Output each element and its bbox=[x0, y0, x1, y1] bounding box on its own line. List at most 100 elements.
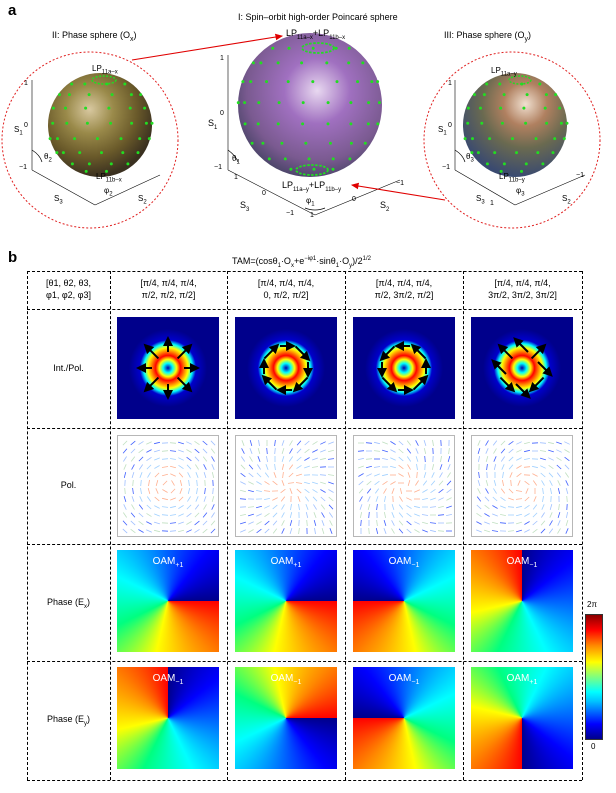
row-label-polarization: Pol. bbox=[60, 480, 77, 490]
sphere-dot bbox=[109, 162, 113, 166]
tick: 0 bbox=[24, 122, 28, 129]
tick: 0 bbox=[262, 190, 266, 197]
sphere-dot bbox=[276, 122, 280, 126]
sphere-dot bbox=[554, 93, 558, 97]
sphere-dot bbox=[257, 101, 261, 105]
sphere-dot bbox=[87, 162, 91, 166]
intensity-polarization-map bbox=[235, 317, 337, 419]
sphere-dot bbox=[524, 162, 528, 166]
sphere-dot bbox=[259, 61, 263, 65]
sphere-dot bbox=[267, 157, 271, 161]
row-label-phase-ey: Phase (Ey) bbox=[46, 714, 91, 727]
sphere-dot bbox=[366, 122, 370, 126]
sphere-dot bbox=[143, 106, 147, 110]
sphere-dot bbox=[349, 141, 353, 145]
center-south-ring bbox=[295, 164, 329, 176]
phase-ex-map bbox=[117, 550, 219, 652]
right-s2-label: S2 bbox=[562, 194, 571, 206]
sphere-dot bbox=[51, 121, 55, 125]
sphere-dot bbox=[520, 169, 523, 173]
sphere-dot bbox=[476, 151, 480, 155]
sphere-dot bbox=[138, 137, 142, 141]
sphere-dot bbox=[538, 82, 542, 86]
column-header-3: [π/4, π/4, π/4, π/2, 3π/2, π/2] bbox=[374, 278, 434, 300]
center-s3-label: S3 bbox=[240, 200, 250, 213]
sphere-dot bbox=[249, 80, 253, 84]
sphere-dot bbox=[107, 106, 111, 110]
sphere-dot bbox=[84, 106, 88, 110]
sphere-dot bbox=[348, 157, 352, 161]
phase-ex-map bbox=[471, 550, 573, 652]
sphere-dot bbox=[485, 82, 489, 86]
oam-label-ex-3: OAM−1 bbox=[388, 556, 420, 569]
sphere-dot bbox=[498, 82, 502, 86]
sphere-dot bbox=[129, 93, 133, 97]
right-dashed-circle bbox=[423, 51, 601, 229]
sphere-dot bbox=[301, 122, 305, 126]
sphere-dot bbox=[349, 101, 353, 105]
sphere-dot bbox=[541, 162, 545, 166]
center-theta-label: θ1 bbox=[232, 154, 240, 166]
sphere-dot bbox=[370, 80, 374, 84]
sphere-dot bbox=[105, 169, 108, 173]
tick: −1 bbox=[576, 172, 584, 179]
sphere-dot bbox=[276, 61, 280, 65]
sphere-dot bbox=[331, 167, 335, 171]
sphere-dot bbox=[241, 80, 245, 84]
tick: 1 bbox=[234, 174, 238, 181]
row-label-phase-ex: Phase (Ex) bbox=[46, 597, 91, 610]
oam-label-ey-1: OAM−1 bbox=[152, 673, 184, 686]
tick: 0 bbox=[448, 122, 452, 129]
tick: 1 bbox=[448, 80, 452, 87]
sphere-dot bbox=[559, 121, 563, 125]
center-axes bbox=[227, 55, 401, 216]
sphere-dot bbox=[347, 61, 351, 65]
sphere-dot bbox=[312, 167, 316, 171]
sphere-dot bbox=[70, 162, 74, 166]
sphere-dot bbox=[251, 61, 255, 65]
sphere-dot bbox=[524, 121, 528, 125]
sphere-dot bbox=[328, 141, 332, 145]
sphere-dot bbox=[243, 101, 247, 105]
sphere-dot bbox=[471, 137, 474, 141]
oam-label-ex-4: OAM−1 bbox=[506, 556, 538, 569]
center-north-label: LP11a–x+LP11b–x bbox=[286, 28, 346, 41]
polarization-map bbox=[471, 435, 573, 537]
sphere-dot bbox=[463, 137, 467, 141]
center-sphere-title: I: Spin–orbit high-order Poincaré sphere bbox=[238, 12, 398, 22]
right-sphere-dots bbox=[463, 82, 569, 173]
oam-label-ex-1: OAM+1 bbox=[152, 556, 184, 569]
sphere-dot bbox=[502, 162, 506, 166]
sphere-dot bbox=[287, 46, 291, 50]
sphere-dot bbox=[543, 106, 547, 110]
intensity-polarization-map bbox=[353, 317, 455, 419]
sphere-dot bbox=[150, 121, 154, 125]
sphere-dot bbox=[545, 121, 549, 125]
sphere-dot bbox=[277, 101, 281, 105]
tick: −1 bbox=[442, 164, 450, 171]
left-s1-label: S1 bbox=[14, 125, 23, 137]
sphere-dot bbox=[466, 121, 470, 125]
colorbar-min-label: 0 bbox=[591, 742, 596, 751]
sphere-dot bbox=[480, 121, 484, 125]
sphere-dot bbox=[544, 93, 548, 97]
sphere-dot bbox=[110, 93, 114, 97]
sphere-dot bbox=[304, 141, 308, 145]
param-header: [θ1, θ2, θ3, φ1, φ2, φ3] bbox=[45, 278, 92, 300]
sphere-dot bbox=[488, 137, 492, 141]
sphere-dot bbox=[78, 151, 82, 155]
theta-arc-right bbox=[454, 149, 466, 163]
right-sphere bbox=[463, 73, 567, 177]
right-s3-label: S3 bbox=[476, 194, 485, 206]
phase-ey-map bbox=[471, 667, 573, 769]
sphere-dot bbox=[534, 137, 538, 141]
sphere-dot bbox=[256, 122, 260, 126]
sphere-dot bbox=[499, 106, 503, 110]
oam-label-ey-3: OAM−1 bbox=[388, 673, 420, 686]
sphere-dot bbox=[473, 93, 476, 97]
sphere-dot bbox=[261, 141, 265, 145]
sphere-dot bbox=[109, 121, 113, 125]
sphere-dot bbox=[87, 93, 91, 97]
intensity-polarization-map bbox=[117, 317, 219, 419]
sphere-dot bbox=[65, 121, 69, 125]
